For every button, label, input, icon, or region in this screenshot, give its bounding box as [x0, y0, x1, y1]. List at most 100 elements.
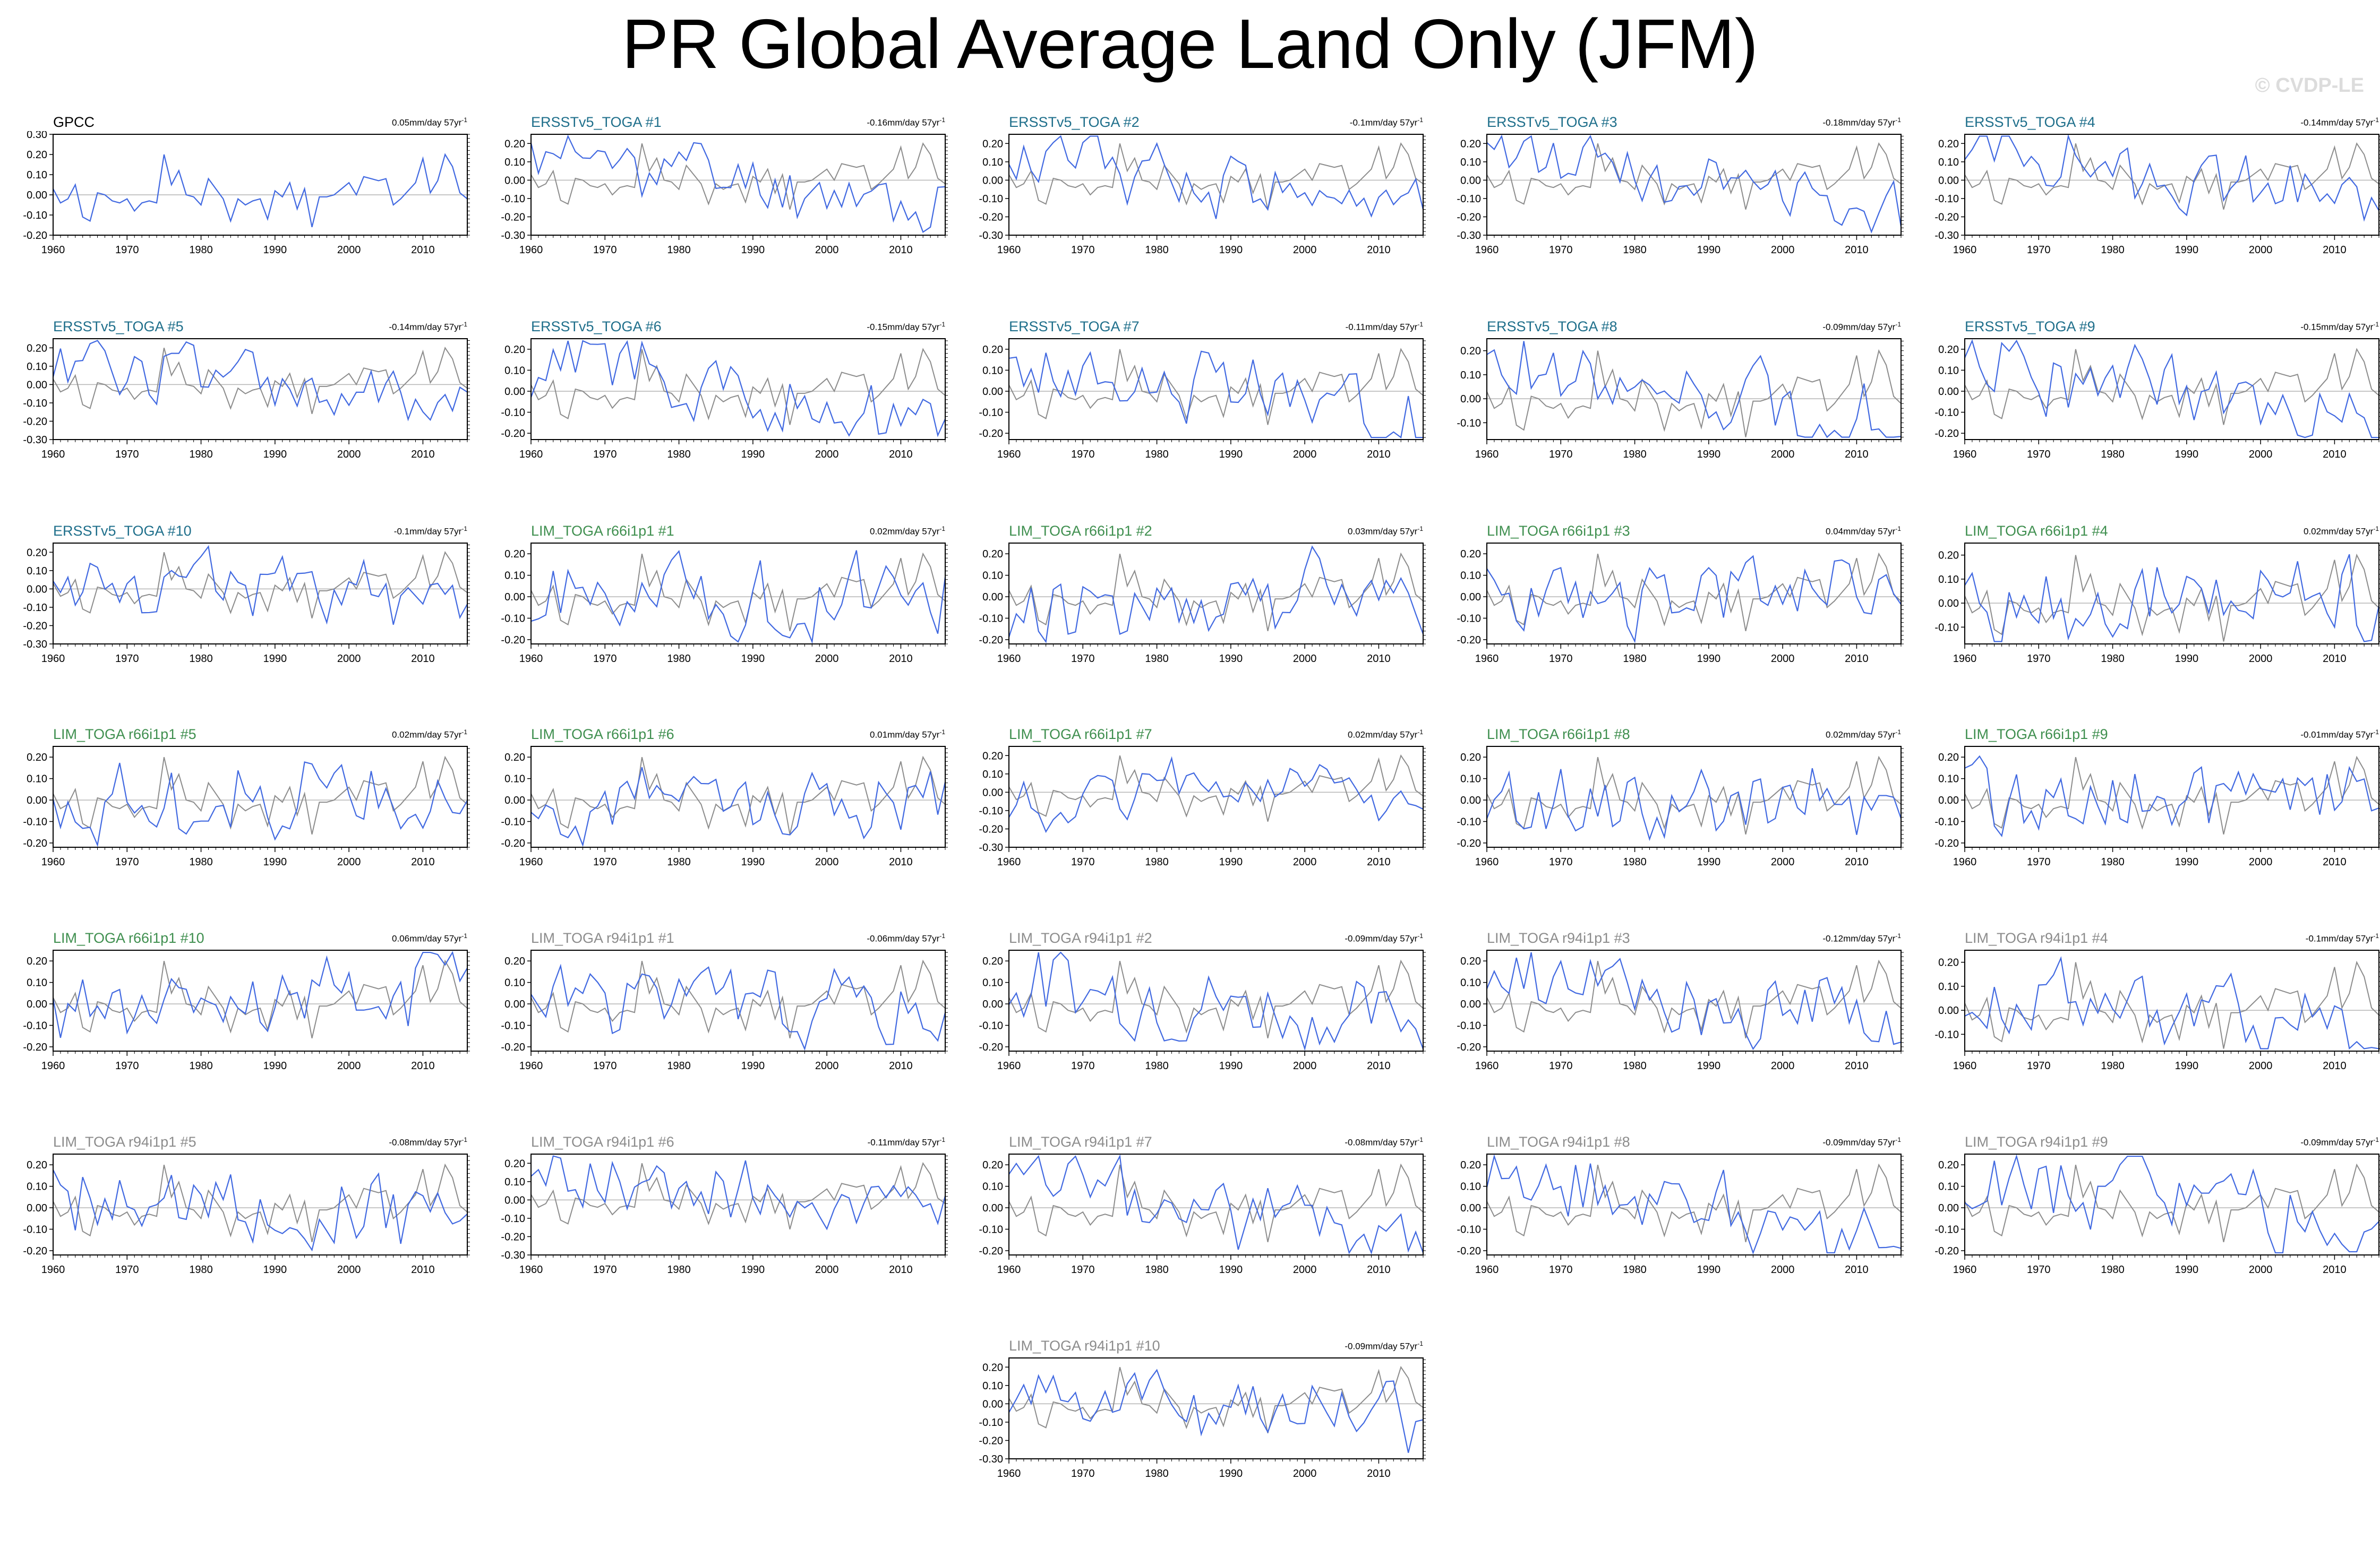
x-tick-label: 1980 — [1145, 1468, 1169, 1480]
x-tick-label: 2000 — [815, 856, 839, 868]
y-tick-label: -0.10 — [23, 210, 47, 221]
observation-series-line — [1486, 959, 1902, 1038]
plot-frame — [53, 950, 468, 1052]
x-tick-label: 1960 — [519, 1060, 543, 1072]
x-tick-label: 2000 — [1293, 653, 1317, 665]
panel-title: ERSSTv5_TOGA #3 — [1487, 114, 1617, 130]
panel-trend-label: -0.11mm/day 57yr-1 — [1345, 321, 1423, 332]
y-tick-label: 0.00 — [982, 386, 1003, 398]
member-series-line — [53, 1169, 468, 1252]
y-tick-label: 0.20 — [1938, 550, 1959, 562]
x-tick-label: 1970 — [1549, 244, 1573, 256]
y-tick-label: 0.20 — [27, 752, 47, 763]
x-tick-label: 1960 — [997, 1468, 1021, 1480]
x-tick-label: 1980 — [189, 244, 213, 256]
x-tick-label: 1990 — [1219, 1060, 1243, 1072]
x-tick-label: 1990 — [2175, 856, 2198, 868]
x-tick-label: 2000 — [2249, 856, 2273, 868]
y-tick-label: 0.10 — [504, 773, 525, 785]
chart-panel: LIM_TOGA r94i1p1 #4 -0.1mm/day 57yr-1 0.20… — [1928, 930, 2380, 1126]
y-tick-label: 0.20 — [27, 956, 47, 967]
plot-frame — [53, 134, 468, 236]
x-tick-label: 1970 — [2027, 449, 2051, 460]
y-tick-label: 0.20 — [982, 344, 1003, 356]
y-tick-label: -0.30 — [23, 434, 47, 446]
member-series-line — [530, 340, 946, 437]
x-tick-label: 2010 — [1367, 449, 1391, 460]
observation-series-line — [530, 348, 946, 425]
x-tick-label: 2010 — [411, 856, 435, 868]
member-series-line — [530, 134, 946, 233]
x-tick-label: 1980 — [667, 244, 691, 256]
panel-trend-label: 0.02mm/day 57yr-1 — [1825, 728, 1901, 740]
panel-trend-label: -0.09mm/day 57yr-1 — [1345, 932, 1423, 944]
y-tick-label: -0.10 — [1934, 1029, 1959, 1040]
chart-svg: 0.20 0.10 0.00 -0.10 -0.20 1960 1970 1980 1990 20… — [979, 950, 1426, 1072]
plot-frame — [1486, 543, 1902, 644]
x-tick-label: 2010 — [1367, 1264, 1391, 1276]
chart-panel: LIM_TOGA r94i1p1 #3 -0.12mm/day 57yr-1 0.2… — [1450, 930, 1928, 1126]
y-tick-label: 0.10 — [982, 1181, 1003, 1193]
y-tick-label: 0.00 — [1938, 598, 1959, 609]
x-tick-label: 1970 — [1549, 1264, 1573, 1276]
y-tick-label: 0.10 — [982, 570, 1003, 582]
chart-panel: LIM_TOGA r66i1p1 #3 0.04mm/day 57yr-1 0.20… — [1450, 523, 1928, 719]
y-tick-label: 0.10 — [1938, 1181, 1959, 1193]
x-tick-label: 1990 — [1697, 1060, 1721, 1072]
observation-series-line — [1486, 349, 1902, 437]
x-tick-label: 1960 — [1475, 244, 1499, 256]
x-tick-label: 2010 — [889, 449, 913, 460]
y-tick-label: 0.00 — [982, 1202, 1003, 1214]
y-tick-label: 0.20 — [1938, 344, 1959, 356]
y-tick-label: -0.20 — [23, 1042, 47, 1053]
panel-trend-label: -0.11mm/day 57yr-1 — [867, 1136, 945, 1148]
chart-svg: 0.20 0.10 0.00 -0.10 -0.20 1960 1970 1980 1990 20… — [1457, 746, 1904, 868]
y-tick-label: 0.20 — [27, 1159, 47, 1171]
x-tick-label: 1980 — [189, 856, 213, 868]
plot-frame — [1964, 543, 2379, 644]
x-tick-label: 2000 — [2249, 244, 2273, 256]
y-tick-label: 0.20 — [982, 750, 1003, 762]
x-tick-label: 1970 — [2027, 856, 2051, 868]
y-tick-label: 0.10 — [1938, 981, 1959, 993]
y-tick-label: 0.20 — [504, 752, 525, 763]
y-tick-label: 0.00 — [1938, 1005, 1959, 1017]
panel-trend-label: -0.08mm/day 57yr-1 — [389, 1136, 467, 1148]
panel-trend-label: 0.02mm/day 57yr-1 — [869, 525, 945, 537]
y-tick-label: 0.20 — [1938, 752, 1959, 763]
y-tick-label: -0.10 — [23, 816, 47, 828]
x-tick-label: 2010 — [411, 1060, 435, 1072]
chart-panel: ERSSTv5_TOGA #5 -0.14mm/day 57yr-1 0.20 0.1… — [16, 319, 494, 515]
y-tick-label: 0.10 — [504, 157, 525, 168]
x-tick-label: 1960 — [1953, 1264, 1977, 1276]
x-tick-label: 2000 — [1293, 244, 1317, 256]
x-tick-label: 1970 — [115, 244, 139, 256]
panel-trend-label: 0.02mm/day 57yr-1 — [1347, 728, 1423, 740]
observation-series-line — [1486, 142, 1902, 210]
x-tick-label: 1990 — [1219, 244, 1243, 256]
x-tick-label: 1980 — [2101, 244, 2125, 256]
chart-panel: LIM_TOGA r94i1p1 #6 -0.11mm/day 57yr-1 0.2… — [494, 1134, 972, 1330]
chart-panel: ERSSTv5_TOGA #6 -0.15mm/day 57yr-1 0.20 0.1… — [494, 319, 972, 515]
plot-frame — [1008, 950, 1424, 1052]
chart-svg: 0.20 0.10 0.00 -0.10 -0.20 1960 1970 1980 1990 20… — [1934, 338, 2380, 460]
y-tick-label: -0.20 — [979, 1245, 1003, 1257]
member-series-line — [1008, 1369, 1424, 1453]
y-tick-label: -0.10 — [979, 1020, 1003, 1031]
y-tick-label: 0.10 — [1460, 977, 1481, 989]
y-tick-label: -0.20 — [979, 1435, 1003, 1447]
y-tick-label: -0.20 — [501, 1231, 525, 1243]
chart-panel: ERSSTv5_TOGA #10 -0.1mm/day 57yr-1 0.20 0.1… — [16, 523, 494, 719]
member-series-line — [1008, 350, 1423, 438]
x-tick-label: 1990 — [1697, 856, 1721, 868]
x-tick-label: 2000 — [1293, 449, 1317, 460]
chart-svg: 0.20 0.10 0.00 -0.10 -0.20 -0.30 1960 1970 1980 1… — [1934, 134, 2380, 256]
y-tick-label: -0.10 — [501, 613, 525, 624]
observation-series-line — [1964, 348, 2379, 425]
y-tick-label: 0.00 — [1460, 591, 1481, 603]
x-tick-label: 2000 — [2249, 653, 2273, 665]
y-tick-label: -0.10 — [1457, 816, 1481, 828]
page-title: PR Global Average Land Only (JFM) — [622, 5, 1758, 83]
panel-title: LIM_TOGA r94i1p1 #1 — [531, 930, 674, 946]
